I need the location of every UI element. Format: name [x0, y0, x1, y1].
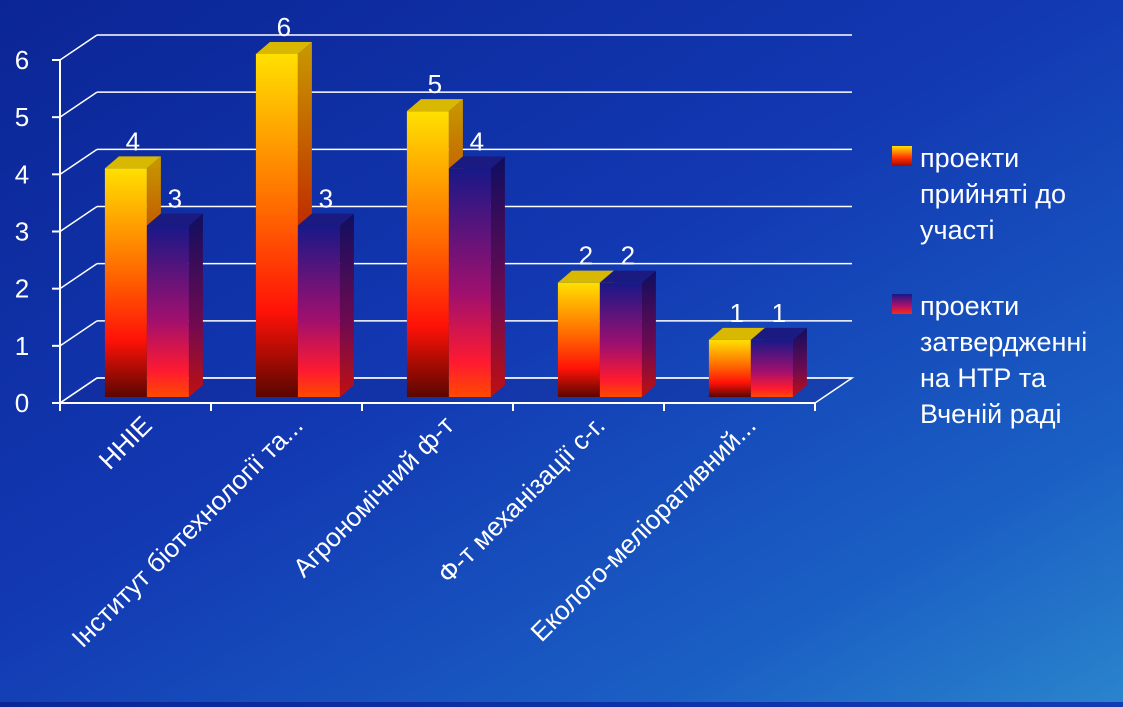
bar-s2-5 [750, 339, 793, 397]
y-tick-label: 0 [15, 388, 29, 418]
gridline-side [59, 148, 98, 175]
legend-swatch-series-1 [892, 146, 912, 166]
bar-s1-2 [255, 54, 298, 397]
bar-s2-4 [599, 282, 642, 397]
bar-s2-3 [448, 168, 491, 397]
gridline-side [59, 205, 98, 233]
legend-item-series-2: проекти затвердженні на НТР та Вченій ра… [892, 288, 1117, 432]
data-label-s2-5: 1 [772, 298, 786, 328]
bar-side-s2-4 [641, 270, 656, 397]
data-label-s2-3: 4 [470, 126, 484, 156]
bar-s2-1 [146, 225, 189, 397]
bar-top-s2-3 [448, 156, 505, 169]
bar-top-s2-2 [297, 213, 354, 226]
data-label-s1-3: 5 [428, 69, 442, 99]
bar-top-s2-1 [146, 213, 203, 226]
data-label-s1-1: 4 [126, 126, 140, 156]
bar-top-s2-4 [599, 270, 656, 283]
bar-top-s1-4 [557, 270, 614, 283]
bar-s1-5 [708, 339, 751, 397]
bar-side-s2-5 [792, 327, 807, 397]
y-tick-label: 6 [15, 45, 29, 75]
gridline-side [59, 263, 98, 290]
bar-s1-1 [104, 168, 147, 397]
bar-side-s2-2 [339, 213, 354, 397]
data-label-s1-5: 1 [730, 298, 744, 328]
gridline-side [59, 91, 98, 118]
x-tick-label-4: Ф-т механізації с-г. [432, 410, 611, 589]
bar-s1-3 [406, 111, 449, 398]
gridline-side [59, 320, 98, 347]
legend-label-series-1: проекти прийняті до участі [920, 143, 1066, 245]
data-label-s1-2: 6 [277, 12, 291, 42]
gridline-side [59, 34, 98, 61]
bar-s1-4 [557, 282, 600, 397]
bar-top-s1-2 [255, 42, 312, 54]
data-label-s1-4: 2 [579, 241, 593, 271]
data-label-s2-2: 3 [319, 184, 333, 214]
bar-top-s1-1 [104, 156, 161, 169]
bar-side-s2-3 [490, 156, 505, 397]
data-label-s2-1: 3 [168, 184, 182, 214]
y-tick-label: 3 [15, 217, 29, 247]
bar-side-s2-1 [188, 213, 203, 397]
x-tick-label-3: Агрономічний ф-т [287, 410, 460, 583]
legend-label-series-2: проекти затвердженні на НТР та Вченій ра… [920, 291, 1088, 429]
bar-top-s1-3 [406, 99, 463, 112]
bar-top-s1-5 [708, 327, 765, 340]
x-tick-label-1: ННІЕ [93, 410, 158, 475]
legend: проекти прийняті до участі проекти затве… [892, 140, 1117, 472]
legend-item-series-1: проекти прийняті до участі [892, 140, 1117, 248]
y-tick-label: 4 [15, 159, 29, 189]
y-tick-label: 2 [15, 274, 29, 304]
bar-s2-2 [297, 225, 340, 397]
bar-top-s2-5 [750, 327, 807, 340]
y-tick-label: 1 [15, 331, 29, 361]
legend-swatch-series-2 [892, 294, 912, 314]
y-tick-label: 5 [15, 102, 29, 132]
data-label-s2-4: 2 [621, 241, 635, 271]
